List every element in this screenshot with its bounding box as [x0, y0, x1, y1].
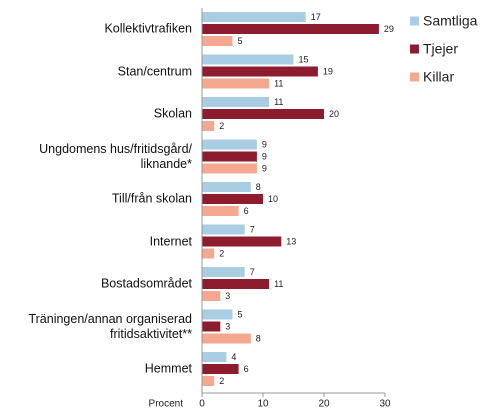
value-label: 9: [262, 163, 267, 173]
value-label: 4: [231, 352, 236, 362]
category-label: Till/från skolan: [111, 191, 192, 206]
value-label: 11: [274, 78, 283, 88]
value-label: 6: [244, 364, 249, 374]
bar: [202, 376, 215, 386]
category-label: Skolan: [153, 106, 192, 121]
value-label: 11: [274, 97, 283, 107]
value-label: 15: [299, 54, 309, 64]
bar: [202, 248, 215, 259]
value-label: 2: [219, 121, 224, 131]
legend-label: Killar: [423, 69, 454, 85]
bar: [202, 54, 294, 65]
bar: [202, 224, 245, 235]
bar: [202, 182, 251, 192]
category-label: Hemmet: [144, 361, 192, 376]
category-label: Internet: [149, 234, 192, 248]
value-label: 10: [268, 194, 278, 204]
legend-swatch: [410, 44, 419, 54]
bar: [202, 309, 233, 320]
bar: [202, 163, 257, 174]
value-label: 5: [238, 309, 243, 319]
bar: [202, 291, 221, 301]
x-tick-label: 0: [199, 399, 205, 410]
bar: [202, 267, 245, 277]
bar: [202, 97, 270, 107]
bar: [202, 279, 270, 289]
bar: [202, 194, 263, 204]
bar: [202, 78, 270, 89]
category-label: Ungdomens hus/fritidsgård/ liknande*: [39, 141, 192, 171]
bar: [202, 12, 306, 22]
bar: [202, 352, 227, 362]
value-label: 3: [225, 321, 230, 331]
value-label: 19: [323, 66, 333, 76]
bar: [202, 109, 324, 119]
legend-label: Tjejer: [423, 41, 458, 57]
value-label: 7: [250, 267, 255, 277]
bar: [202, 151, 257, 162]
bar: [202, 139, 257, 150]
value-label: 2: [219, 248, 224, 258]
x-axis-label: Procent: [149, 399, 184, 410]
bar: [202, 36, 233, 46]
value-label: 9: [262, 151, 267, 161]
value-label: 13: [286, 236, 296, 246]
bar: [202, 121, 215, 131]
category-label: Kollektivtrafiken: [104, 21, 192, 36]
bar: [202, 321, 221, 332]
x-tick-label: 10: [257, 399, 269, 410]
value-label: 17: [311, 12, 321, 22]
bar: [202, 24, 379, 34]
bar: [202, 364, 239, 374]
value-label: 6: [244, 206, 249, 216]
value-label: 7: [250, 224, 255, 234]
category-label: Träningen/annan organiserad fritidsaktiv…: [28, 311, 192, 341]
bar: [202, 66, 318, 77]
value-label: 29: [384, 24, 394, 34]
value-label: 11: [274, 279, 283, 289]
x-tick-label: 30: [379, 399, 391, 410]
value-label: 2: [219, 376, 224, 386]
value-label: 8: [256, 182, 261, 192]
bar: [202, 236, 282, 247]
legend-label: Samtliga: [423, 13, 478, 29]
value-label: 20: [329, 109, 339, 119]
value-label: 8: [256, 333, 261, 343]
category-label: Bostadsområdet: [100, 276, 192, 291]
value-label: 5: [238, 36, 243, 46]
bar: [202, 206, 239, 216]
value-label: 9: [262, 139, 267, 149]
legend-swatch: [410, 72, 419, 82]
bar: [202, 333, 251, 344]
category-label: Stan/centrum: [117, 64, 192, 78]
x-tick-label: 20: [318, 399, 330, 410]
value-label: 3: [225, 291, 230, 301]
legend-swatch: [410, 16, 419, 26]
